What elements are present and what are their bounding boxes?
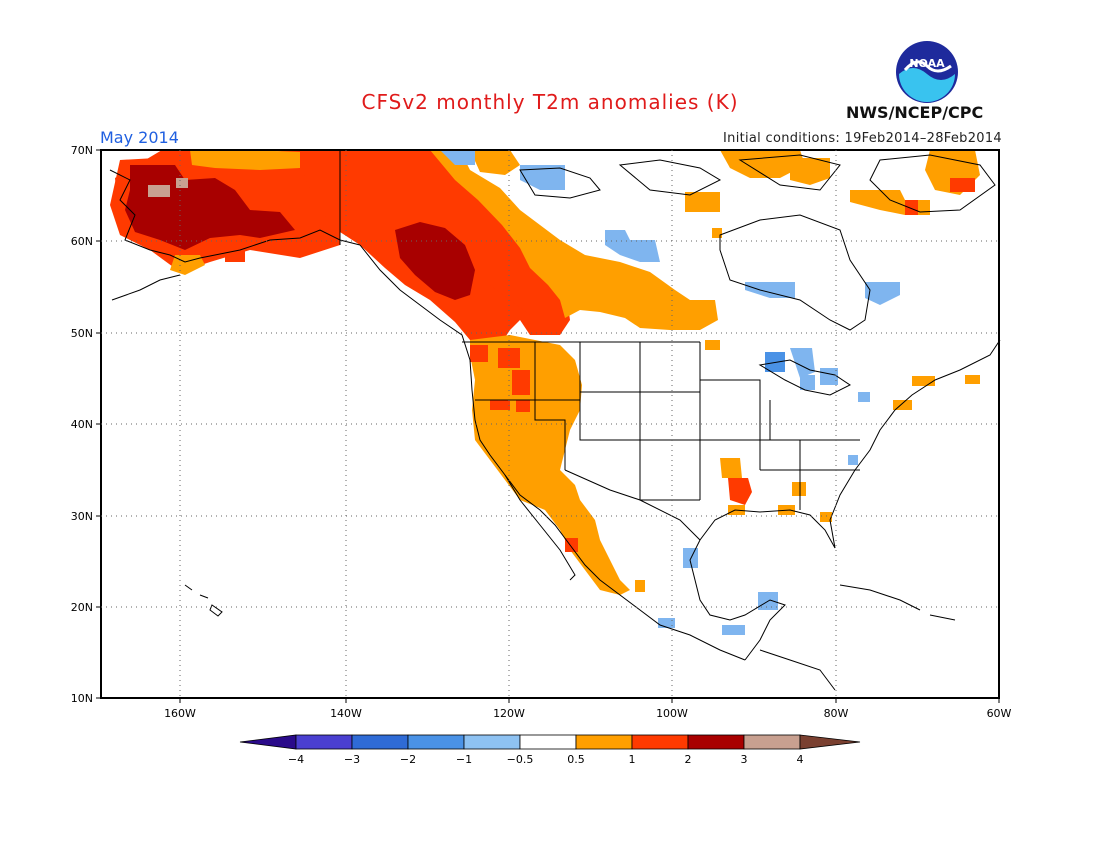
initial-conditions: Initial conditions: 19Feb2014–28Feb2014 <box>723 131 1002 146</box>
lon-label: 60W <box>987 707 1012 720</box>
lat-label: 10N <box>71 692 93 705</box>
legend-label: 0.5 <box>567 753 585 766</box>
legend-label: 3 <box>741 753 748 766</box>
lon-label: 160W <box>164 707 196 720</box>
agency-label: NWS/NCEP/CPC <box>846 103 984 122</box>
color-legend <box>239 734 861 750</box>
legend-label: −4 <box>288 753 304 766</box>
lat-label: 20N <box>71 601 93 614</box>
legend-label: −1 <box>456 753 472 766</box>
forecast-month: May 2014 <box>100 128 179 147</box>
legend-label: −0.5 <box>507 753 534 766</box>
legend-label: −2 <box>400 753 416 766</box>
anomaly-shading <box>110 150 980 635</box>
legend-label: −3 <box>344 753 360 766</box>
lat-label: 60N <box>71 235 93 248</box>
noaa-logo-icon: NOAA <box>896 41 958 103</box>
lon-label: 140W <box>330 707 362 720</box>
lon-label: 80W <box>824 707 849 720</box>
lat-label: 30N <box>71 510 93 523</box>
coastlines <box>109 150 1001 691</box>
lat-label: 50N <box>71 327 93 340</box>
lon-label: 100W <box>656 707 688 720</box>
legend-label: 2 <box>685 753 692 766</box>
lon-label: 120W <box>493 707 525 720</box>
lat-label: 70N <box>71 144 93 157</box>
legend-label: 4 <box>797 753 804 766</box>
legend-label: 1 <box>629 753 636 766</box>
lat-label: 40N <box>71 418 93 431</box>
chart-title: CFSv2 monthly T2m anomalies (K) <box>361 90 739 114</box>
noaa-logo-text: NOAA <box>909 57 945 70</box>
